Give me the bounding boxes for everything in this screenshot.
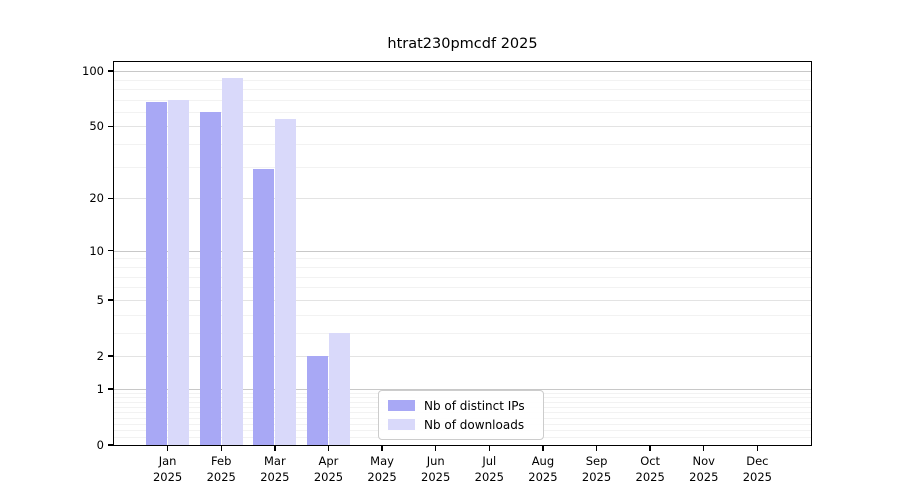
x-axis-tick xyxy=(542,446,544,451)
legend-label-distinct-ips: Nb of distinct IPs xyxy=(424,398,525,413)
x-axis-tick xyxy=(381,446,383,451)
x-tick-label: Feb 2025 xyxy=(206,454,236,484)
bar-distinct-ips-mar xyxy=(253,169,275,445)
bar-downloads-apr xyxy=(328,332,350,445)
bar-distinct-ips-apr xyxy=(306,355,328,445)
gridline xyxy=(114,276,811,278)
legend: Nb of distinct IPs Nb of downloads xyxy=(378,390,544,440)
gridline xyxy=(114,99,811,101)
plot-area xyxy=(113,61,812,446)
gridline xyxy=(114,332,811,334)
legend-label-downloads: Nb of downloads xyxy=(424,417,525,432)
y-tick-label: 5 xyxy=(96,292,104,307)
x-axis-tick xyxy=(434,446,437,451)
gridline xyxy=(114,126,811,128)
legend-entry-downloads: Nb of downloads xyxy=(388,415,534,434)
x-tick-label: Aug 2025 xyxy=(528,454,558,484)
x-axis-tick xyxy=(166,446,169,451)
x-axis-tick xyxy=(649,446,651,451)
x-tick-label: Mar 2025 xyxy=(260,454,290,484)
bar-downloads-feb xyxy=(221,77,243,445)
gridline xyxy=(114,198,811,200)
y-tick-label: 20 xyxy=(89,191,104,206)
gridline xyxy=(114,258,811,260)
downloads-swatch xyxy=(388,419,415,430)
y-axis-tick xyxy=(108,250,113,252)
y-tick-label: 0 xyxy=(96,438,104,452)
x-axis-tick xyxy=(703,446,705,451)
x-axis-tick xyxy=(220,446,222,451)
x-axis-tick xyxy=(488,446,490,451)
x-tick-label: Apr 2025 xyxy=(313,454,344,484)
gridline xyxy=(114,314,811,316)
gridline xyxy=(114,250,811,252)
y-axis-tick xyxy=(108,299,113,301)
distinct-ips-swatch xyxy=(388,400,415,411)
x-axis-tick xyxy=(595,446,598,451)
x-tick-label: Dec 2025 xyxy=(742,454,773,484)
y-axis-tick xyxy=(108,355,113,357)
gridline xyxy=(114,355,811,357)
gridline xyxy=(114,388,811,390)
y-axis-tick xyxy=(108,197,113,200)
bar-downloads-mar xyxy=(275,118,297,445)
x-tick-label: May 2025 xyxy=(367,454,397,484)
gridline xyxy=(114,144,811,146)
x-axis-tick xyxy=(274,446,276,451)
gridline xyxy=(114,88,811,90)
y-axis-tick xyxy=(108,125,113,128)
gridline xyxy=(114,71,811,73)
x-tick-label: Jan 2025 xyxy=(152,454,183,484)
gridline xyxy=(114,166,811,168)
bar-distinct-ips-feb xyxy=(199,111,221,445)
gridline xyxy=(114,111,811,113)
y-tick-label: 2 xyxy=(96,348,104,363)
x-axis-tick xyxy=(327,446,330,451)
chart-title: htrat230pmcdf 2025 xyxy=(387,36,538,52)
x-tick-label: Jul 2025 xyxy=(474,454,504,484)
gridline xyxy=(114,287,811,289)
x-axis-tick xyxy=(756,446,759,451)
x-tick-label: Oct 2025 xyxy=(635,454,665,484)
x-tick-label: Sep 2025 xyxy=(581,454,612,484)
gridline xyxy=(114,266,811,268)
y-axis-tick xyxy=(108,444,113,446)
y-axis-tick xyxy=(108,388,113,390)
gridline xyxy=(114,79,811,81)
y-tick-label: 10 xyxy=(89,243,104,258)
x-tick-label: Nov 2025 xyxy=(689,454,719,484)
x-tick-label: Jun 2025 xyxy=(421,454,451,484)
y-tick-label: 1 xyxy=(96,381,104,396)
gridline xyxy=(114,299,811,301)
y-tick-label: 50 xyxy=(89,119,104,134)
y-tick-label: 100 xyxy=(82,64,104,79)
y-axis-tick xyxy=(108,70,113,72)
bar-downloads-jan xyxy=(168,99,190,445)
legend-entry-distinct-ips: Nb of distinct IPs xyxy=(388,396,534,415)
bar-distinct-ips-jan xyxy=(146,101,168,445)
